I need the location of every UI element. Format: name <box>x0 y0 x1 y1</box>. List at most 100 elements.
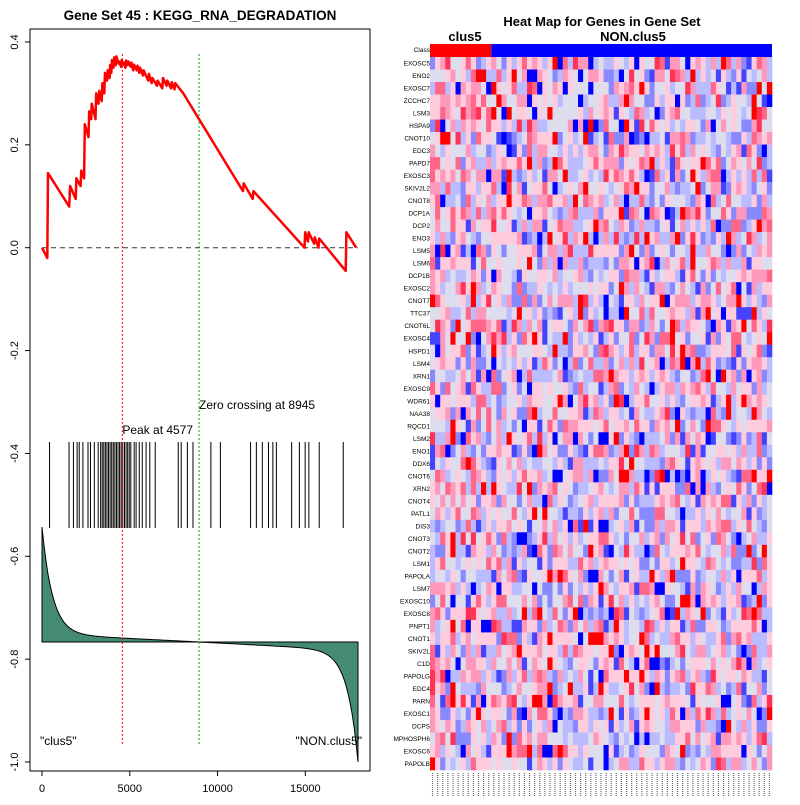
heatmap-cell <box>669 107 676 120</box>
heatmap-cell <box>501 257 507 270</box>
heatmap-cell <box>572 707 579 721</box>
heatmap-cell <box>603 194 609 208</box>
heatmap-cell <box>455 407 461 421</box>
heatmap-cell <box>720 207 727 220</box>
heatmap-cell <box>470 182 477 195</box>
heatmap-cell <box>741 669 747 683</box>
heatmap-cell <box>593 207 599 220</box>
heatmap-cell <box>542 719 548 733</box>
heatmap-cell <box>634 694 640 708</box>
heatmap-cell <box>623 107 630 120</box>
heatmap-cell <box>715 219 722 233</box>
heatmap-cell <box>557 107 564 120</box>
heatmap-cell <box>537 469 543 483</box>
heatmap-cell <box>654 594 660 608</box>
heatmap-cell <box>465 194 472 208</box>
heatmap-cell <box>583 169 589 183</box>
heatmap-cell <box>690 457 696 471</box>
heatmap-cell <box>440 282 446 295</box>
heatmap-cell <box>593 607 599 621</box>
gene-label: DCP1B <box>408 273 430 280</box>
heatmap-cell <box>521 594 528 608</box>
heatmap-cell <box>583 107 589 120</box>
heatmap-cell <box>542 119 548 133</box>
heatmap-cell <box>675 244 681 258</box>
heatmap-cell <box>450 532 456 546</box>
heatmap-cell <box>470 144 477 158</box>
heatmap-cell <box>746 169 752 183</box>
heatmap-cell <box>450 294 456 308</box>
heatmap-cell <box>715 619 722 633</box>
heatmap-cell <box>634 607 640 621</box>
heatmap-cell <box>440 294 446 308</box>
heatmap-cell <box>613 194 620 208</box>
heatmap-cell <box>726 757 732 771</box>
heatmap-cell <box>695 657 701 671</box>
heatmap-cell <box>496 169 502 183</box>
heatmap-cell <box>766 419 773 433</box>
heatmap-cell <box>486 532 492 546</box>
heatmap-cell <box>557 282 564 295</box>
heatmap-cell <box>634 619 640 633</box>
heatmap-cell <box>572 632 579 646</box>
heatmap-cell <box>720 344 727 358</box>
heatmap-cell <box>450 382 456 396</box>
heatmap-cell <box>659 332 666 345</box>
heatmap-cell <box>598 244 604 258</box>
heatmap-cell <box>486 632 492 646</box>
heatmap-cell <box>593 244 599 258</box>
heatmap-cell <box>731 682 737 696</box>
heatmap-cell <box>588 219 594 233</box>
heatmap-cell <box>435 382 441 396</box>
gene-label: CNOT7 <box>408 298 430 305</box>
heatmap-cell <box>690 69 696 83</box>
heatmap-cell <box>516 294 523 308</box>
heatmap-cell <box>552 719 558 733</box>
heatmap-cell <box>557 694 564 708</box>
heatmap-cell <box>736 219 742 233</box>
heatmap-cell <box>634 207 640 220</box>
heatmap-cell <box>430 182 436 195</box>
heatmap-cell <box>481 419 487 433</box>
heatmap-cell <box>552 457 558 471</box>
heatmap-cell <box>613 332 620 345</box>
heatmap-cell <box>659 682 666 696</box>
heatmap-cell <box>501 644 507 658</box>
heatmap-cell <box>572 57 579 70</box>
heatmap-cell <box>629 707 635 721</box>
heatmap-cell <box>430 694 436 708</box>
heatmap-cell <box>654 369 660 383</box>
heatmap-cell <box>593 657 599 671</box>
heatmap-cell <box>710 507 717 521</box>
heatmap-cell <box>603 394 609 408</box>
heatmap-cell <box>664 407 671 421</box>
heatmap-cell <box>496 632 502 646</box>
heatmap-cell <box>537 207 543 220</box>
heatmap-cell <box>506 619 512 633</box>
heatmap-cell <box>455 607 461 621</box>
heatmap-cell <box>526 482 533 496</box>
heatmap-cell <box>629 307 635 320</box>
heatmap-cell <box>644 382 650 396</box>
heatmap-cell <box>532 294 538 308</box>
heatmap-cell <box>649 632 655 646</box>
heatmap-cell <box>634 257 640 270</box>
heatmap-cell <box>675 544 681 558</box>
heatmap-cell <box>578 269 584 283</box>
heatmap-cell <box>700 557 706 571</box>
heatmap-cell <box>583 432 589 446</box>
heatmap-cell <box>496 194 502 208</box>
heatmap-cell <box>506 694 512 708</box>
heatmap-cell <box>726 644 732 658</box>
heatmap-cell <box>557 444 564 458</box>
heatmap-cell <box>588 169 594 183</box>
heatmap-cell <box>588 294 594 308</box>
heatmap-cell <box>572 257 579 270</box>
heatmap-cell <box>710 57 717 70</box>
heatmap-cell <box>720 269 727 283</box>
heatmap-cell <box>486 569 492 583</box>
heatmap-cell <box>654 157 660 170</box>
heatmap-cell <box>455 357 461 371</box>
heatmap-cell <box>659 57 666 70</box>
heatmap-cell <box>440 444 446 458</box>
